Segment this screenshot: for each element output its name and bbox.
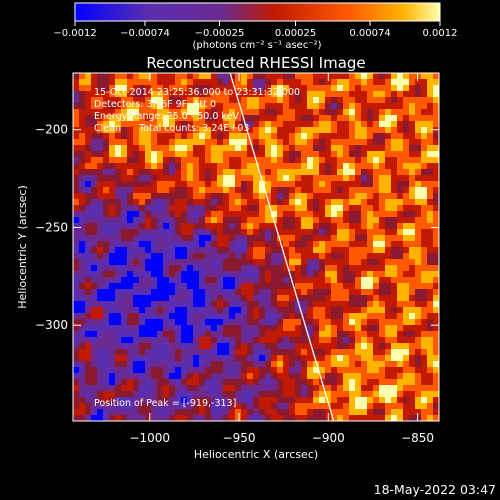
colorbar-tick-label: −0.0012 [53, 28, 96, 39]
y-axis-label: Heliocentric Y (arcsec) [16, 185, 29, 309]
colorbar-tick-label: 0.00074 [349, 28, 390, 39]
chart-title: Reconstructed RHESSI Image [146, 54, 365, 72]
annotation-total-counts: Clean Total counts: 3.24E+03 [94, 123, 249, 134]
colorbar-tick-label: 0.0012 [423, 28, 458, 39]
x-tick-label: −850 [401, 431, 434, 445]
colorbar-tick-label: 0.00025 [275, 28, 316, 39]
y-tick-label: −200 [35, 123, 68, 137]
heatmap-image [73, 73, 439, 421]
solar-limb-line [229, 72, 335, 422]
y-tick-label: −250 [35, 220, 68, 234]
annotation-energy-range: Energy Range: 25.0 - 50.0 keV [94, 111, 239, 122]
colorbar-ticks: −0.0012 −0.00074 −0.00025 0.00025 0.00074 0.0… [53, 21, 458, 39]
colorbar [74, 2, 441, 22]
x-tick-label: −900 [312, 431, 345, 445]
x-axis-label: Heliocentric X (arcsec) [194, 448, 318, 461]
x-tick-label: −1000 [129, 431, 170, 445]
colorbar-tick-label: −0.00025 [195, 28, 245, 39]
plot-frame [72, 72, 440, 422]
y-tick-label: −300 [35, 318, 68, 332]
annotation-detectors: Detectors: 3F 6F 9F, Att 0 [94, 99, 216, 110]
colorbar-unit-label: (photons cm⁻² s⁻¹ asec⁻²) [192, 40, 321, 51]
x-tick-label: −950 [223, 431, 256, 445]
footer-timestamp: 18-May-2022 03:47 [374, 482, 496, 497]
annotation-time-range: 15-Oct-2014 23:25:36.000 to 23:31:32.000 [94, 87, 300, 98]
colorbar-tick-label: −0.00074 [120, 28, 170, 39]
axis-ticks: −1000 −950 −900 −850 −200 −250 −300 [35, 73, 439, 445]
peak-position-label: Position of Peak = [-919,-313] [94, 398, 236, 409]
